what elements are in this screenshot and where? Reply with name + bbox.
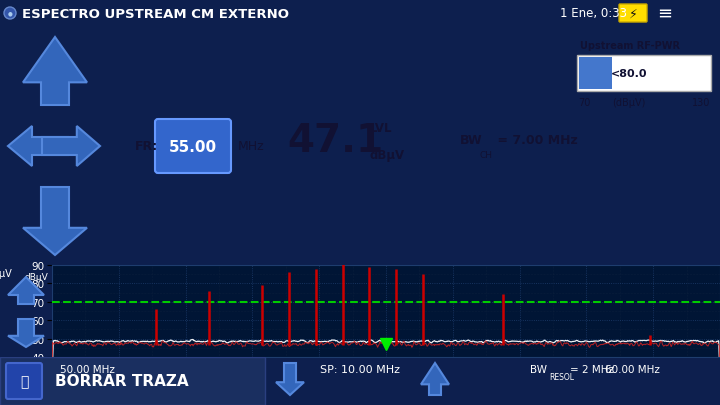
Polygon shape: [421, 363, 449, 395]
FancyBboxPatch shape: [6, 363, 42, 399]
Bar: [579, 58, 612, 90]
Text: dBµV: dBµV: [370, 149, 405, 162]
Text: 🗑: 🗑: [20, 374, 28, 388]
Text: Upstream RF-PWR: Upstream RF-PWR: [580, 41, 680, 51]
Text: ESPECTRO UPSTREAM CM EXTERNO: ESPECTRO UPSTREAM CM EXTERNO: [22, 7, 289, 20]
FancyBboxPatch shape: [155, 120, 231, 174]
Text: 130: 130: [692, 98, 710, 108]
Bar: [0, 357, 265, 405]
Text: 60.00 MHz: 60.00 MHz: [605, 364, 660, 374]
Text: 55.00: 55.00: [169, 139, 217, 154]
Polygon shape: [23, 38, 87, 106]
Text: ≡: ≡: [657, 5, 672, 23]
Text: 50.00 MHz: 50.00 MHz: [60, 364, 115, 374]
Text: CH: CH: [480, 151, 493, 160]
Text: = 2 MHz: = 2 MHz: [570, 364, 614, 374]
Circle shape: [4, 8, 16, 20]
FancyBboxPatch shape: [577, 56, 711, 92]
Text: MHz: MHz: [238, 140, 265, 153]
Text: BORRAR TRAZA: BORRAR TRAZA: [55, 373, 189, 388]
Text: RESOL: RESOL: [549, 373, 574, 382]
Polygon shape: [42, 127, 100, 166]
Text: 70: 70: [578, 98, 590, 108]
Polygon shape: [23, 188, 87, 256]
Polygon shape: [8, 277, 44, 304]
FancyBboxPatch shape: [619, 5, 647, 23]
Text: = 7.00 MHz: = 7.00 MHz: [493, 134, 577, 147]
Text: SP: 10.00 MHz: SP: 10.00 MHz: [320, 364, 400, 374]
Text: dBµV: dBµV: [24, 272, 48, 281]
Text: BW: BW: [460, 134, 482, 147]
Text: ●: ●: [8, 11, 12, 17]
Text: ⚡: ⚡: [629, 7, 637, 20]
Text: FR:: FR:: [135, 140, 158, 153]
Text: 47.1: 47.1: [287, 122, 383, 160]
Polygon shape: [276, 363, 304, 395]
Text: LVL: LVL: [370, 121, 392, 134]
Polygon shape: [8, 127, 68, 166]
Text: 1 Ene, 0:33: 1 Ene, 0:33: [560, 7, 627, 20]
Text: BW: BW: [530, 364, 547, 374]
Polygon shape: [8, 319, 44, 347]
Text: dBµV: dBµV: [0, 268, 12, 278]
Text: <80.0: <80.0: [611, 69, 647, 79]
Text: (dBµV): (dBµV): [612, 98, 646, 108]
